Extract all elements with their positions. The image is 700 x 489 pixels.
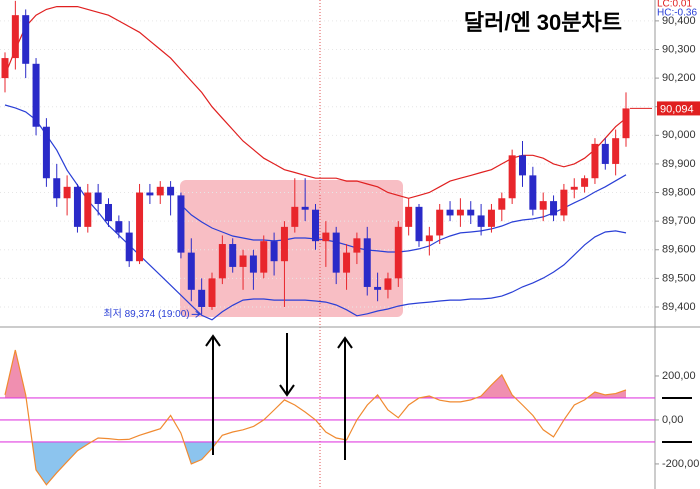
y-tick-label: 89,600 — [662, 244, 696, 256]
candle-body — [105, 203, 112, 222]
highlight-box — [180, 180, 403, 317]
current-price-label: 90,094 — [660, 103, 694, 115]
candle-body — [477, 215, 485, 227]
candle-body — [550, 201, 558, 216]
candle-body — [229, 244, 237, 267]
candle-body — [73, 186, 81, 227]
candle-body — [63, 186, 71, 199]
candle-body — [136, 192, 144, 262]
candle-body — [312, 209, 319, 242]
candle-body — [208, 278, 216, 307]
candle-body — [498, 198, 506, 210]
candle-body — [446, 209, 454, 216]
candle-body — [11, 15, 19, 59]
candle-body — [374, 286, 382, 290]
candle-body — [508, 155, 516, 199]
candle-body — [84, 192, 92, 227]
candle-body — [22, 15, 30, 64]
candle-body — [363, 238, 371, 287]
candle-body — [343, 252, 351, 273]
y-tick-label: 90,400 — [662, 15, 696, 27]
y-tick-label: 90,200 — [662, 72, 696, 84]
current-price-box — [657, 101, 700, 116]
y-tick-label: 90,300 — [662, 43, 696, 55]
candle-body — [280, 226, 288, 262]
candle-body — [591, 143, 599, 179]
candle-body — [322, 232, 330, 242]
candle-body — [42, 126, 50, 179]
candle-body — [1, 58, 9, 79]
candle-body — [187, 252, 195, 290]
arrow-up — [205, 334, 221, 455]
candle-body — [601, 143, 609, 164]
candle-body — [32, 63, 40, 127]
candle-body — [249, 255, 257, 273]
cci-fill-low — [5, 441, 626, 485]
candle-body — [94, 192, 102, 204]
low-annotation: 최저 89,374 (19:00) — [103, 308, 189, 320]
price-plot — [1, 0, 630, 321]
y-tick-label: 89,900 — [662, 158, 696, 170]
candle-body — [467, 209, 475, 216]
candle-body — [198, 289, 206, 307]
indicator-label: HC:-0.36 — [657, 8, 697, 19]
candle-body — [115, 221, 123, 233]
y-tick-label: 89,500 — [662, 272, 696, 284]
y-tick-label: -200,00 — [662, 458, 699, 470]
candle-body — [332, 232, 340, 273]
y-tick-label: 89,800 — [662, 186, 696, 198]
candle-body — [487, 209, 495, 227]
candle-body — [167, 186, 175, 196]
y-tick-label: 89,700 — [662, 215, 696, 227]
candle-body — [560, 189, 568, 216]
candle-body — [177, 195, 185, 253]
candle-body — [519, 155, 526, 176]
candle-body — [581, 178, 589, 187]
candle-body — [456, 209, 464, 216]
cci-line — [4, 349, 627, 486]
candle-body — [539, 201, 547, 210]
indicator-label: LC:0.01 — [657, 0, 692, 10]
y-tick-label: 200,00 — [662, 370, 696, 382]
low-pointer — [191, 311, 201, 318]
candle-body — [570, 186, 578, 190]
arrows — [205, 333, 353, 460]
candle-body — [394, 226, 402, 279]
arrow-down — [279, 333, 295, 397]
y-tick-label: 90,000 — [662, 129, 696, 141]
candle-body — [436, 209, 444, 236]
candle-body — [405, 206, 413, 227]
candle-body — [529, 175, 537, 210]
candle-body — [415, 206, 423, 242]
candle-body — [612, 138, 620, 164]
candle-body — [156, 186, 164, 196]
candle-body — [622, 108, 630, 139]
candle-body — [353, 238, 361, 253]
candle-body — [146, 192, 154, 196]
candle-body — [53, 178, 61, 199]
y-tick-label: 89,400 — [662, 301, 696, 313]
chart-title: 달러/엔 30분차트 — [464, 10, 622, 35]
y-tick-label: 0,00 — [662, 414, 683, 426]
candle-body — [239, 255, 247, 267]
candle-body — [384, 278, 392, 290]
candle-body — [218, 244, 226, 279]
candle-body — [270, 241, 278, 262]
candle-body — [260, 241, 268, 273]
candle-body — [291, 206, 299, 227]
candle-body — [425, 235, 433, 242]
candle-body — [125, 232, 133, 262]
arrow-up — [337, 336, 353, 460]
candle-body — [301, 206, 309, 210]
